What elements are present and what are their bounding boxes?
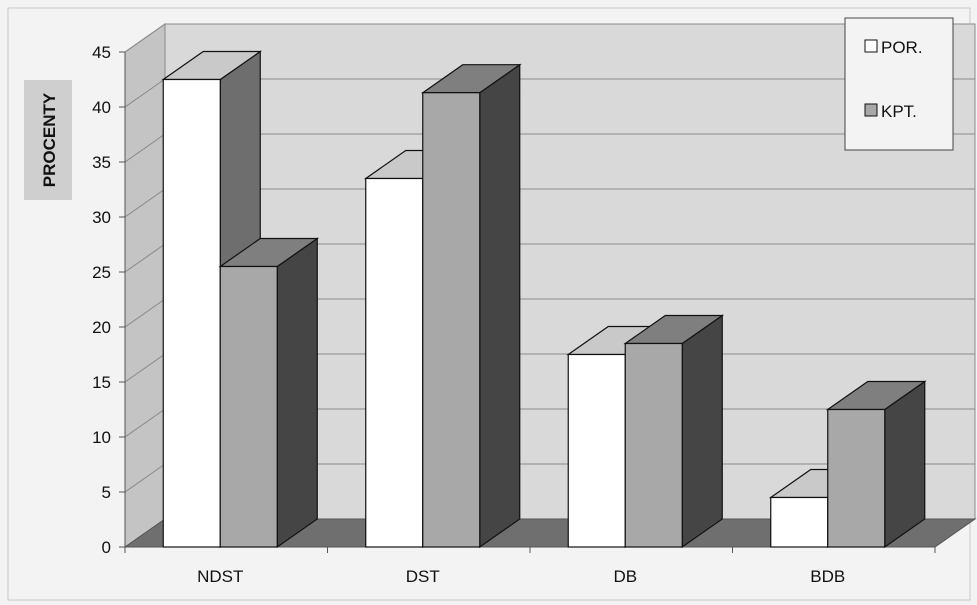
legend-swatch xyxy=(864,39,878,53)
x-category-label: BDB xyxy=(810,567,845,586)
bar-front xyxy=(624,342,683,548)
bar-front xyxy=(422,92,481,548)
bar-kpt-db xyxy=(623,314,725,549)
y-tick-label: 0 xyxy=(102,538,111,557)
y-tick-label: 30 xyxy=(92,208,111,227)
ylabel-background xyxy=(24,80,72,200)
legend-label: POR. xyxy=(881,38,923,57)
y-tick-label: 35 xyxy=(92,153,111,172)
bar-front xyxy=(770,496,829,548)
bar-side xyxy=(884,380,926,549)
x-category-label: DST xyxy=(406,567,440,586)
bar-side xyxy=(276,237,318,549)
bar-side xyxy=(479,63,521,549)
y-axis-label: PROCENTY xyxy=(40,92,59,187)
y-tick-label: 45 xyxy=(92,43,111,62)
y-tick-label: 40 xyxy=(92,98,111,117)
legend-box xyxy=(844,17,954,151)
bar-kpt-bdb xyxy=(825,380,927,549)
y-tick-label: 10 xyxy=(92,428,111,447)
x-category-label: DB xyxy=(613,567,637,586)
y-tick-label: 15 xyxy=(92,373,111,392)
bar-front xyxy=(219,265,278,548)
bar-front xyxy=(365,177,424,548)
x-category-label: NDST xyxy=(197,567,243,586)
legend-label: KPT. xyxy=(881,102,917,121)
y-tick-label: 5 xyxy=(102,483,111,502)
y-tick-label: 25 xyxy=(92,263,111,282)
y-tick-label: 20 xyxy=(92,318,111,337)
bar-kpt-ndst xyxy=(218,237,320,549)
gridline xyxy=(124,23,975,53)
bar-front xyxy=(567,353,626,548)
bar-front xyxy=(827,408,886,548)
bar-side xyxy=(681,314,723,549)
legend-swatch xyxy=(864,103,878,117)
bar-front xyxy=(162,78,221,548)
bar-kpt-dst xyxy=(420,63,522,549)
